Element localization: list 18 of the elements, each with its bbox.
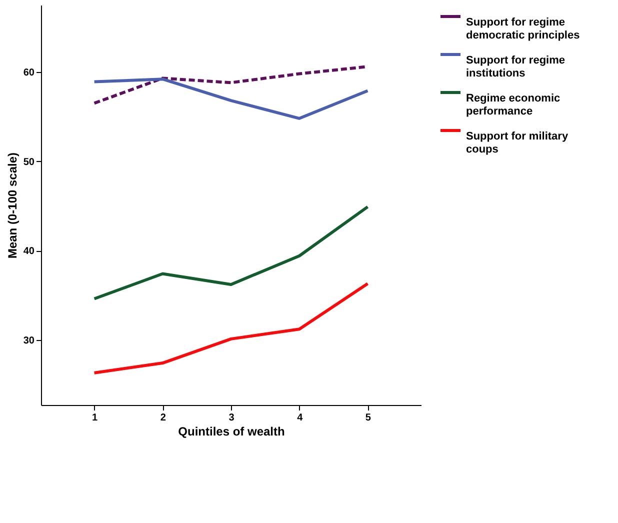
y-tick-label: 60 (23, 67, 35, 78)
x-tick-label: 5 (365, 412, 372, 424)
x-axis-title: Quintiles of wealth (178, 424, 285, 438)
y-tick-label: 30 (23, 335, 35, 346)
line-series (92, 78, 370, 120)
line-series (92, 205, 370, 300)
legend-label: Support for regime democratic principles (466, 16, 580, 42)
y-axis-title: Mean (0-100 scale) (5, 152, 20, 259)
legend-label: Regime economic performance (466, 92, 560, 118)
x-tick-label: 1 (92, 412, 98, 424)
y-tick-label: 50 (23, 156, 35, 168)
legend-label: Support for military coups (466, 130, 569, 156)
x-tick-label: 2 (160, 412, 166, 424)
x-tick-label: 4 (297, 412, 304, 424)
legend-label: Support for regime institutions (466, 54, 566, 80)
y-tick-label: 40 (23, 246, 35, 258)
line-series (92, 282, 370, 374)
x-tick-label: 3 (228, 412, 235, 424)
